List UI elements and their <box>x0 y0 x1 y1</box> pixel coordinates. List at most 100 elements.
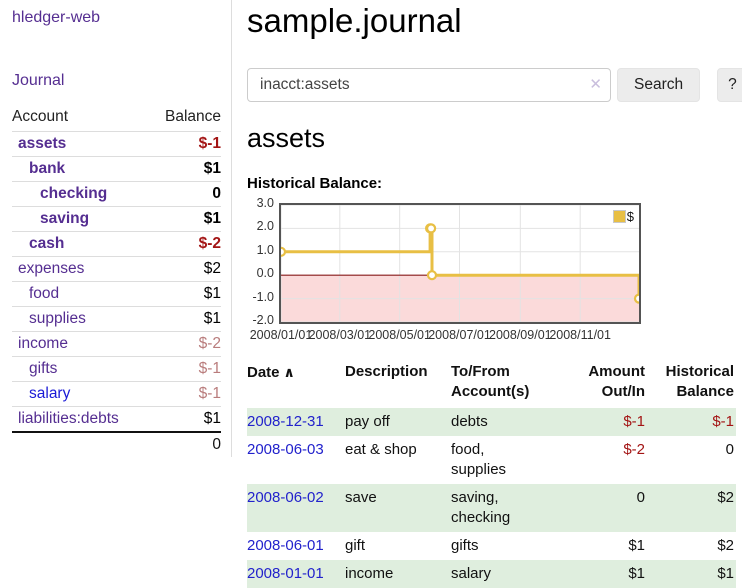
transaction-date-link[interactable]: 2008-06-03 <box>247 441 324 458</box>
transaction-row: 2008-01-01 income salary $1 $1 <box>247 560 736 588</box>
main-content: sample.journal ✕ Search ? assets Histori… <box>232 0 742 588</box>
accounts-total-value: 0 <box>212 436 221 453</box>
transaction-accounts: food, supplies <box>451 441 507 478</box>
transaction-accounts: debts <box>451 413 488 430</box>
transaction-row: 2008-06-02 save saving, checking 0 $2 <box>247 484 736 532</box>
account-balance: $1 <box>203 285 221 302</box>
chart-plot-area[interactable]: $ <box>279 203 641 324</box>
transaction-date-link[interactable]: 2008-01-01 <box>247 565 324 582</box>
app-title: hledger-web <box>12 9 221 27</box>
sort-ascending-icon: ∧ <box>283 364 295 380</box>
account-link[interactable]: salary <box>29 385 71 402</box>
account-link[interactable]: checking <box>40 185 108 202</box>
transaction-balance: $2 <box>717 489 734 506</box>
transaction-description: pay off <box>345 413 390 430</box>
account-column-header: Account <box>12 108 69 125</box>
account-row-saving: saving $1 <box>12 206 221 231</box>
account-link[interactable]: expenses <box>18 260 85 277</box>
date-column-header[interactable]: Date ∧ <box>247 360 345 408</box>
legend-swatch-icon <box>612 210 626 223</box>
balance-column-header: Balance <box>164 108 221 125</box>
accounts-column-header: To/From Account(s) <box>451 363 530 400</box>
transaction-date-link[interactable]: 2008-12-31 <box>247 413 324 430</box>
y-axis-tick-label: 1.0 <box>256 242 274 257</box>
balance-column-header: Historical Balance <box>665 363 734 400</box>
accounts-total-row: 0 <box>12 431 221 457</box>
transaction-description: gift <box>345 537 366 554</box>
x-axis-tick-label: 2008/05/01 <box>368 328 431 342</box>
account-balance: $1 <box>203 310 221 327</box>
x-axis-tick-label: 2008/07/01 <box>428 328 491 342</box>
page-title: sample.journal <box>247 2 462 39</box>
account-link[interactable]: saving <box>40 210 90 227</box>
account-balance: $-1 <box>198 360 221 377</box>
description-column-header: Description <box>345 363 428 380</box>
y-axis-tick-label: 0.0 <box>256 266 274 281</box>
transaction-balance: $-1 <box>712 413 734 430</box>
account-row-checking: checking 0 <box>12 181 221 206</box>
account-link[interactable]: income <box>18 335 68 352</box>
account-row-food: food $1 <box>12 281 221 306</box>
account-row-cash: cash $-2 <box>12 231 221 256</box>
transaction-amount: $-1 <box>623 413 645 430</box>
y-axis-tick-label: -2.0 <box>252 313 274 327</box>
account-link[interactable]: supplies <box>29 310 86 327</box>
account-row-assets: assets $-1 <box>12 131 221 156</box>
historical-balance-chart[interactable]: 3.0 2.0 1.0 0.0 -1.0 -2.0 $ 2008/01/01 2008/03… <box>247 196 742 347</box>
account-link[interactable]: liabilities:debts <box>18 410 119 427</box>
transaction-accounts: salary <box>451 565 492 582</box>
chart-canvas <box>281 205 639 322</box>
account-link[interactable]: bank <box>29 160 66 177</box>
transaction-description: save <box>345 489 377 506</box>
date-header-label: Date <box>247 364 280 381</box>
chart-heading: Historical Balance: <box>247 175 383 192</box>
account-row-gifts: gifts $-1 <box>12 356 221 381</box>
account-link[interactable]: gifts <box>29 360 58 377</box>
search-button[interactable]: Search <box>617 68 701 102</box>
register-header-row: Date ∧ Description To/From Account(s) Amo… <box>247 360 736 408</box>
legend-label: $ <box>626 209 634 224</box>
account-balance: $1 <box>203 210 221 227</box>
transaction-amount: $1 <box>628 537 645 554</box>
app-title-link[interactable]: hledger-web <box>12 9 101 26</box>
account-balance: $2 <box>203 260 221 277</box>
transaction-balance: 0 <box>725 441 734 458</box>
account-balance: $-2 <box>198 235 221 252</box>
account-balance: 0 <box>212 185 221 202</box>
transaction-row: 2008-06-01 gift gifts $1 $2 <box>247 532 736 560</box>
transaction-accounts: gifts <box>451 537 479 554</box>
account-balance: $-1 <box>198 385 221 402</box>
amount-column-header: Amount Out/In <box>588 363 645 400</box>
help-button[interactable]: ? <box>717 68 742 102</box>
account-link[interactable]: food <box>29 285 60 302</box>
account-row-liabilities-debts: liabilities:debts $1 <box>12 406 221 431</box>
search-input[interactable] <box>247 68 611 102</box>
sidebar: hledger-web Journal Account Balance asse… <box>0 0 232 457</box>
sidebar-nav: Journal <box>12 72 221 90</box>
account-link[interactable]: assets <box>18 135 67 152</box>
account-row-bank: bank $1 <box>12 156 221 181</box>
account-row-supplies: supplies $1 <box>12 306 221 331</box>
y-axis-tick-label: 2.0 <box>256 219 274 234</box>
accounts-table-header: Account Balance <box>12 105 221 131</box>
transaction-row: 2008-06-03 eat & shop food, supplies $-2… <box>247 436 736 484</box>
account-row-income: income $-2 <box>12 331 221 356</box>
clear-search-icon[interactable]: ✕ <box>589 76 602 93</box>
transaction-amount: $1 <box>628 565 645 582</box>
journal-link[interactable]: Journal <box>12 72 65 89</box>
search-input-wrap: ✕ <box>247 68 611 102</box>
account-balance: $-2 <box>198 335 221 352</box>
x-axis-tick-label: 2008/09/01 <box>489 328 552 342</box>
transaction-row: 2008-12-31 pay off debts $-1 $-1 <box>247 408 736 436</box>
accounts-table: Account Balance assets $-1 bank $1 check… <box>12 105 221 457</box>
account-row-expenses: expenses $2 <box>12 256 221 281</box>
account-balance: $-1 <box>198 135 221 152</box>
x-axis-tick-label: 2008/01/01 <box>249 328 313 342</box>
transaction-date-link[interactable]: 2008-06-01 <box>247 537 324 554</box>
account-row-salary: salary $-1 <box>12 381 221 406</box>
account-link[interactable]: cash <box>29 235 65 252</box>
account-heading: assets <box>247 123 326 153</box>
transaction-date-link[interactable]: 2008-06-02 <box>247 489 324 506</box>
transaction-accounts: saving, checking <box>451 489 511 526</box>
transaction-balance: $1 <box>717 565 734 582</box>
